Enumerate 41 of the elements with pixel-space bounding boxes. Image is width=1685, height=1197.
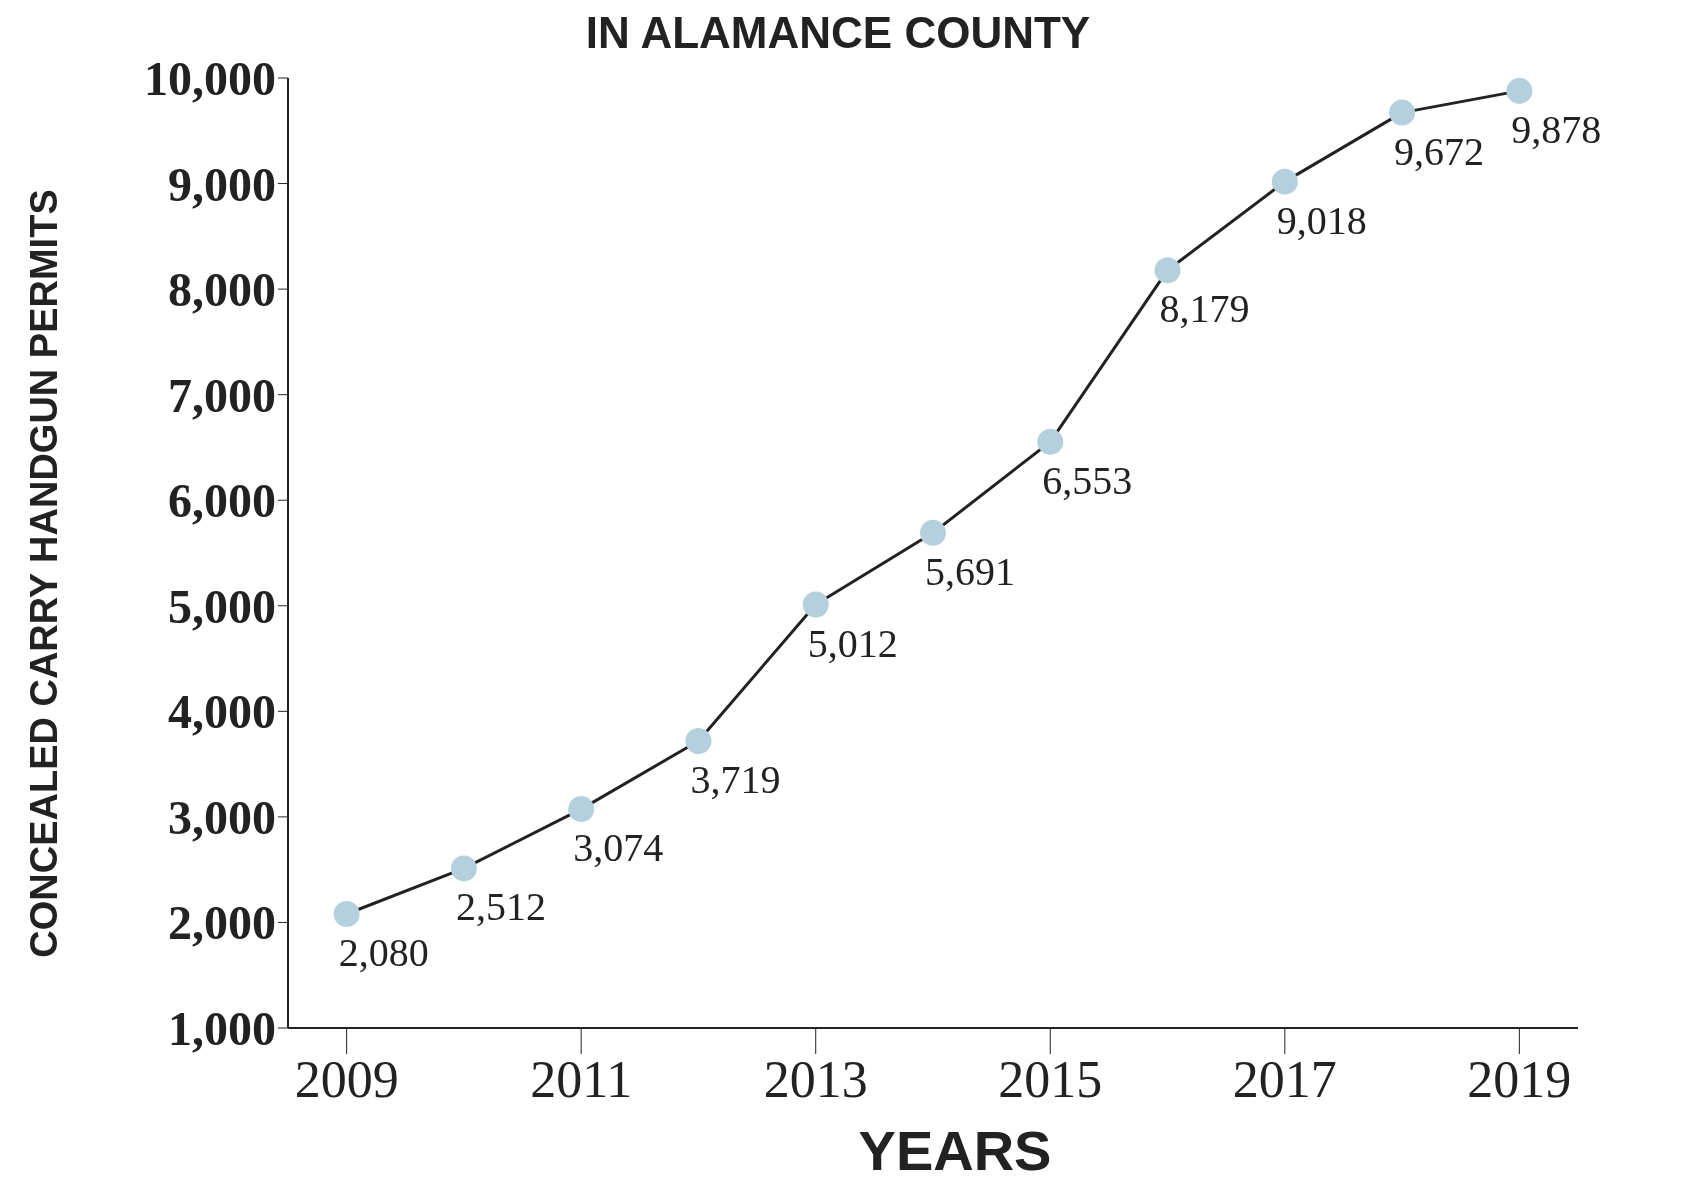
y-tick-label: 10,000 xyxy=(144,52,276,106)
y-tick-label: 2,000 xyxy=(168,896,276,950)
point xyxy=(333,901,360,927)
y-tick-label: 9,000 xyxy=(168,157,276,211)
point xyxy=(1271,168,1298,195)
y-tick-label: 3,000 xyxy=(168,790,276,844)
point xyxy=(1154,257,1181,284)
y-tick-label: 8,000 xyxy=(168,263,276,317)
data-label: 8,179 xyxy=(1159,286,1250,332)
data-label: 9,878 xyxy=(1511,106,1602,152)
data-label: 3,719 xyxy=(690,756,781,802)
x-tick-label: 2019 xyxy=(1467,1050,1572,1108)
point xyxy=(450,855,477,882)
y-tick-label: 5,000 xyxy=(168,579,276,633)
point xyxy=(1506,78,1533,104)
data-label: 2,080 xyxy=(338,930,429,975)
x-tick-label: 2011 xyxy=(530,1050,633,1108)
point xyxy=(685,727,712,754)
data-label: 9,672 xyxy=(1394,128,1485,174)
x-tick-label: 2009 xyxy=(294,1050,399,1108)
point xyxy=(568,796,595,823)
data-label: 3,074 xyxy=(573,825,664,871)
point xyxy=(1037,428,1064,455)
point xyxy=(920,519,946,546)
y-tick-label: 4,000 xyxy=(168,685,276,739)
data-label: 6,553 xyxy=(1042,457,1133,503)
data-label: 5,012 xyxy=(807,620,898,666)
y-axis-title: CONCEALED CARRY HANDGUN PERMITS xyxy=(22,188,66,958)
x-tick-label: 2013 xyxy=(763,1050,868,1108)
x-tick-label: 2017 xyxy=(1232,1050,1337,1108)
x-axis-title: YEARS xyxy=(857,1118,1053,1183)
data-label: 5,691 xyxy=(925,548,1015,594)
data-label: 9,018 xyxy=(1276,197,1367,243)
point xyxy=(1389,99,1416,126)
x-tick-label: 2015 xyxy=(998,1050,1103,1108)
chart-title: IN ALAMANCE COUNTY xyxy=(585,8,1091,57)
y-tick-label: 6,000 xyxy=(168,474,276,528)
point xyxy=(802,591,829,618)
data-label: 2,512 xyxy=(455,884,546,930)
y-tick-label: 7,000 xyxy=(168,368,276,422)
y-tick-label: 1,000 xyxy=(168,1002,276,1056)
